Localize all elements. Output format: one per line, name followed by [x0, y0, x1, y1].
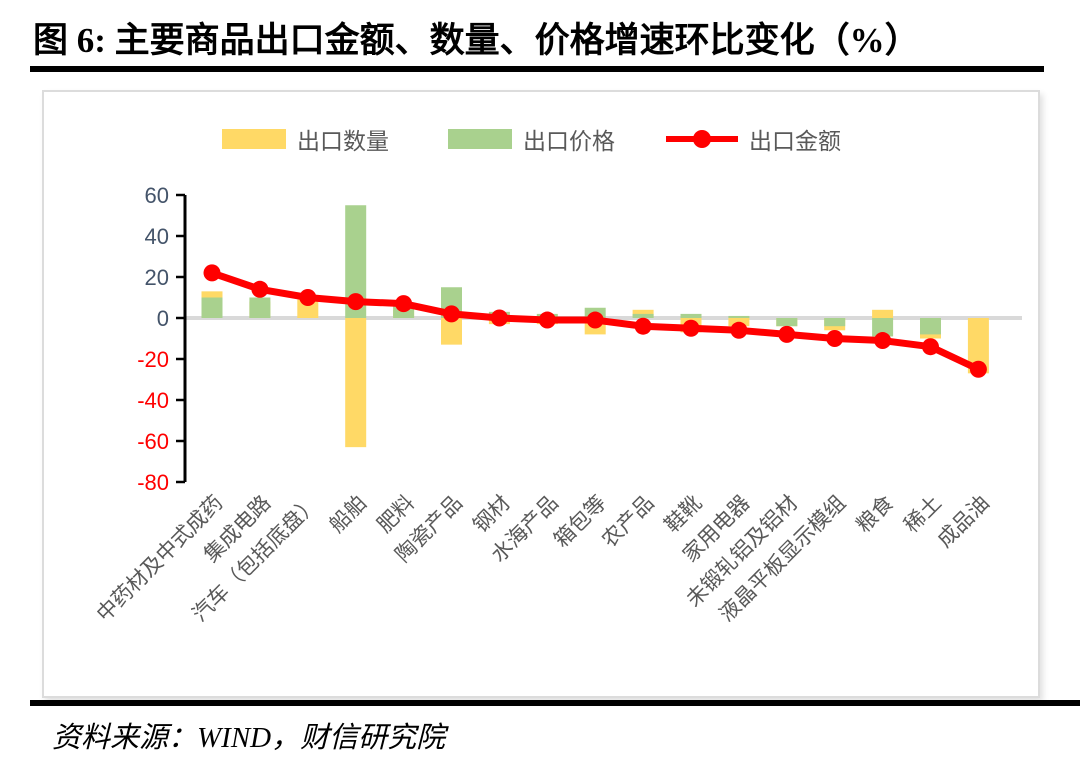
export-value-line-marker	[666, 130, 738, 148]
x-category-label: 船舶	[325, 491, 371, 537]
y-tick-label: 40	[145, 224, 169, 249]
export-value-point	[490, 309, 508, 327]
y-tick-label: 20	[145, 265, 169, 290]
export-value-point	[395, 295, 413, 313]
legend-item-export-price: 出口价格	[448, 122, 615, 156]
export-price-bar	[632, 313, 654, 318]
figure-title: 图 6: 主要商品出口金额、数量、价格增速环比变化（%）	[33, 21, 920, 60]
y-tick-label: -60	[137, 429, 169, 454]
x-category-label: 农产品	[598, 491, 659, 552]
chart-panel: 出口数量 出口价格 出口金额 60 40 20 0 -20 -40 -60 -80 中药材及中式…	[42, 90, 1040, 698]
legend-item-export-value: 出口金额	[666, 122, 841, 156]
y-tick-label: 60	[145, 183, 169, 208]
export-value-point	[778, 325, 796, 343]
export-value-point	[203, 264, 221, 282]
export-quantity-bar	[441, 318, 462, 345]
title-underline	[30, 66, 1044, 72]
legend-label-export-price: 出口价格	[523, 128, 615, 154]
export-price-bar	[345, 205, 367, 318]
export-quantity-bar	[345, 318, 367, 448]
x-category-label: 成品油	[933, 491, 994, 552]
export-price-bar	[201, 297, 223, 318]
y-tick-label: -20	[137, 347, 169, 372]
legend-item-export-quantity: 出口数量	[222, 122, 389, 156]
export-quantity-bar	[967, 318, 989, 374]
export-value-point	[347, 293, 365, 311]
y-tick-label: -40	[137, 388, 169, 413]
export-price-bar	[920, 318, 941, 335]
export-growth-chart: 6040200-20-40-60-80中药材及中式成药集成电路汽车（包括底盘）船…	[92, 183, 1022, 626]
legend-label-export-value: 出口金额	[749, 128, 841, 154]
export-value-point	[299, 289, 317, 306]
export-value-point	[826, 330, 844, 347]
export-value-point	[251, 280, 269, 298]
chart-legend: 出口数量 出口价格 出口金额	[44, 92, 1038, 172]
export-price-bar	[680, 313, 702, 318]
footer-rule	[30, 700, 1080, 706]
export-price-bar	[776, 318, 798, 327]
export-quantity-swatch	[222, 129, 286, 149]
export-value-point	[730, 321, 748, 339]
export-value-point	[634, 317, 652, 335]
export-value-point	[969, 360, 987, 378]
export-value-point	[874, 332, 892, 350]
export-price-bar	[249, 297, 271, 318]
x-category-label: 箱包等	[550, 491, 611, 552]
y-tick-label: -80	[137, 470, 169, 495]
export-price-swatch	[448, 129, 512, 149]
export-price-bar	[728, 315, 750, 318]
export-value-point	[538, 311, 556, 329]
export-price-bar	[824, 318, 846, 327]
line-marker-dot-icon	[693, 130, 711, 148]
legend-label-export-quantity: 出口数量	[297, 128, 389, 154]
export-quantity-bar	[872, 309, 894, 318]
y-tick-label: 0	[157, 306, 169, 331]
export-price-bar	[872, 318, 894, 337]
export-value-point	[586, 311, 604, 329]
export-value-point	[922, 338, 939, 356]
source-note: 资料来源：WIND，财信研究院	[52, 722, 446, 754]
x-category-label: 粮食	[852, 491, 898, 537]
export-value-point	[682, 319, 700, 337]
export-value-point	[443, 305, 460, 323]
